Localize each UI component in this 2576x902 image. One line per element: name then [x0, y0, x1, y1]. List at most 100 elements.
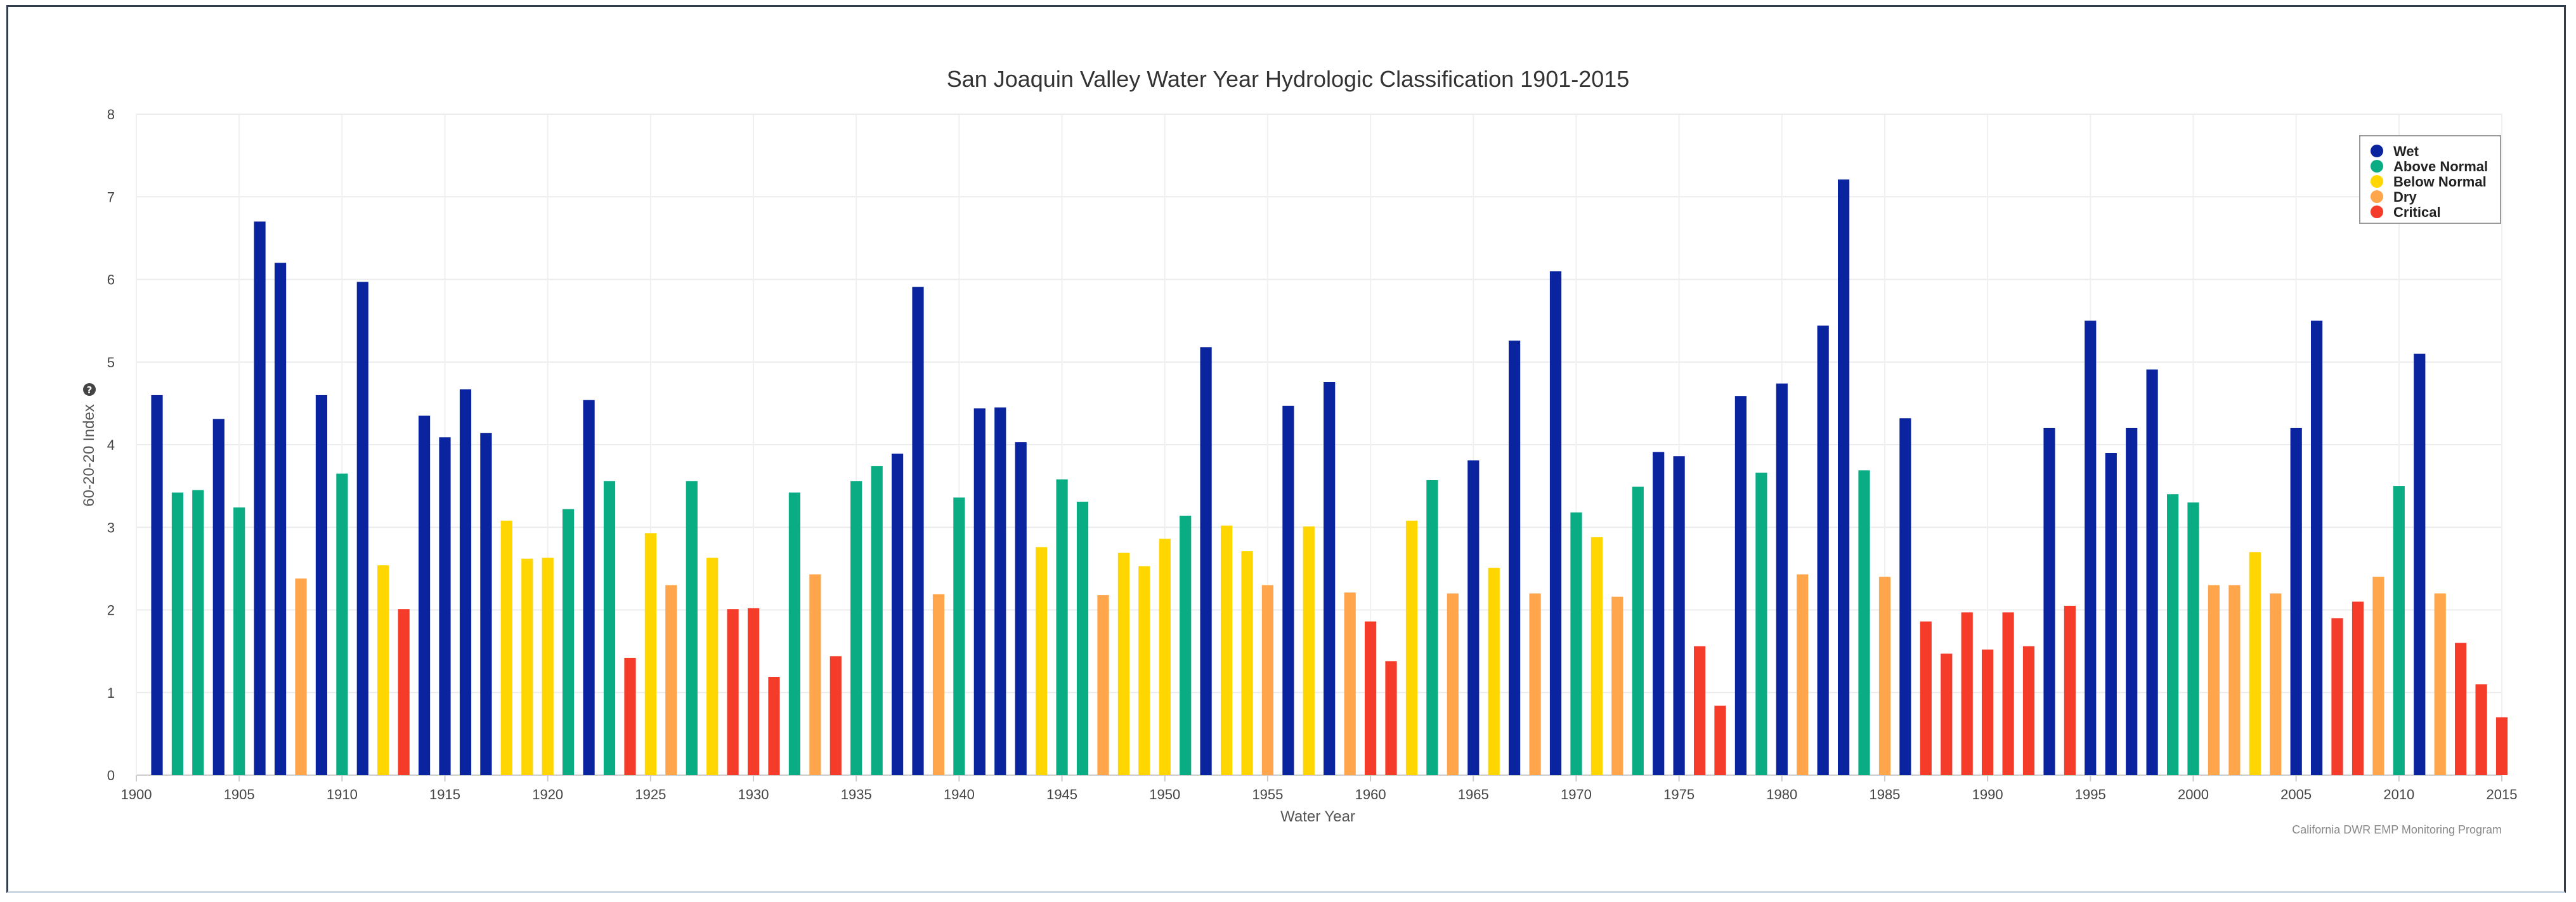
bar-1991[interactable] — [2002, 612, 2014, 775]
legend-item-c[interactable]: Critical — [2393, 204, 2441, 220]
legend-item-d[interactable]: Dry — [2393, 189, 2417, 205]
bar-2015[interactable] — [2495, 717, 2508, 775]
bar-1960[interactable] — [1365, 621, 1377, 775]
bar-1963[interactable] — [1426, 480, 1438, 775]
bar-2004[interactable] — [2270, 593, 2282, 776]
bar-1953[interactable] — [1221, 525, 1233, 775]
legend-item-an[interactable]: Above Normal — [2393, 159, 2488, 174]
bar-1948[interactable] — [1117, 552, 1129, 775]
bar-1946[interactable] — [1076, 501, 1089, 775]
bar-1912[interactable] — [377, 565, 389, 775]
bar-1970[interactable] — [1570, 512, 1582, 775]
bar-1934[interactable] — [829, 656, 842, 775]
bar-1919[interactable] — [521, 558, 533, 775]
bar-1973[interactable] — [1632, 487, 1644, 775]
bar-1978[interactable] — [1734, 396, 1747, 775]
bar-1995[interactable] — [2085, 320, 2097, 776]
bar-1921[interactable] — [563, 509, 575, 775]
bar-1927[interactable] — [686, 481, 698, 775]
bar-1954[interactable] — [1241, 551, 1253, 775]
legend-item-bn[interactable]: Below Normal — [2393, 174, 2487, 190]
bar-1929[interactable] — [727, 609, 739, 775]
bar-1989[interactable] — [1961, 612, 1973, 775]
bar-1931[interactable] — [768, 677, 780, 775]
bar-1999[interactable] — [2167, 494, 2179, 775]
bar-1920[interactable] — [542, 558, 554, 775]
bar-2009[interactable] — [2372, 577, 2384, 775]
bar-1992[interactable] — [2022, 646, 2035, 775]
bar-1915[interactable] — [439, 437, 451, 775]
bar-2000[interactable] — [2187, 502, 2199, 775]
bar-1940[interactable] — [953, 497, 965, 775]
bar-1967[interactable] — [1509, 340, 1521, 775]
bar-1917[interactable] — [480, 433, 492, 775]
bar-1936[interactable] — [871, 466, 883, 775]
bar-1987[interactable] — [1920, 621, 1932, 775]
bar-1958[interactable] — [1324, 382, 1336, 775]
bar-1968[interactable] — [1529, 593, 1541, 776]
bar-1901[interactable] — [151, 395, 163, 775]
bar-1911[interactable] — [356, 282, 368, 775]
bar-1950[interactable] — [1159, 539, 1171, 776]
bar-1903[interactable] — [192, 490, 204, 775]
bar-1932[interactable] — [788, 492, 800, 776]
bar-1914[interactable] — [419, 415, 431, 775]
bar-1988[interactable] — [1941, 653, 1953, 776]
bar-1956[interactable] — [1282, 405, 1294, 775]
bar-1964[interactable] — [1447, 593, 1459, 776]
bar-1938[interactable] — [912, 287, 924, 775]
bar-1980[interactable] — [1776, 383, 1788, 775]
bar-1982[interactable] — [1817, 325, 1829, 775]
bar-2013[interactable] — [2455, 643, 2467, 775]
bar-1966[interactable] — [1488, 568, 1500, 775]
bar-1998[interactable] — [2146, 369, 2158, 776]
bar-2003[interactable] — [2249, 552, 2261, 775]
bar-2001[interactable] — [2208, 585, 2220, 775]
bar-1962[interactable] — [1405, 520, 1418, 775]
bar-1922[interactable] — [583, 400, 595, 775]
bar-1945[interactable] — [1056, 479, 1068, 775]
bar-1930[interactable] — [748, 608, 760, 775]
bar-1913[interactable] — [398, 609, 410, 775]
bar-1952[interactable] — [1200, 347, 1212, 775]
bar-1949[interactable] — [1138, 566, 1150, 776]
bar-1961[interactable] — [1385, 661, 1397, 775]
legend-item-w[interactable]: Wet — [2393, 143, 2419, 159]
bar-1977[interactable] — [1714, 705, 1726, 775]
bar-1974[interactable] — [1653, 452, 1665, 775]
bar-1906[interactable] — [254, 221, 266, 775]
bar-1916[interactable] — [459, 389, 472, 775]
bar-1902[interactable] — [171, 492, 183, 776]
bar-1924[interactable] — [624, 658, 636, 775]
bar-2010[interactable] — [2393, 486, 2405, 775]
bar-2005[interactable] — [2290, 428, 2302, 775]
question-circle-icon[interactable]: ? — [83, 383, 96, 396]
bar-1993[interactable] — [2043, 428, 2055, 775]
bar-1908[interactable] — [295, 578, 307, 775]
bar-1972[interactable] — [1611, 596, 1623, 775]
bar-1905[interactable] — [233, 507, 245, 775]
bar-1928[interactable] — [706, 558, 719, 775]
bar-1969[interactable] — [1549, 271, 1562, 776]
bar-1937[interactable] — [892, 454, 904, 775]
bar-1942[interactable] — [994, 407, 1006, 775]
bar-1983[interactable] — [1838, 179, 1850, 775]
bar-1947[interactable] — [1097, 595, 1109, 775]
bar-1909[interactable] — [315, 395, 327, 775]
bar-1959[interactable] — [1344, 592, 1356, 775]
bar-1996[interactable] — [2105, 453, 2117, 775]
bar-1933[interactable] — [809, 574, 821, 776]
bar-1975[interactable] — [1673, 456, 1685, 775]
bar-1910[interactable] — [336, 473, 348, 775]
bar-2007[interactable] — [2331, 618, 2343, 776]
bar-1907[interactable] — [275, 263, 287, 775]
bar-1941[interactable] — [973, 408, 986, 775]
bar-2002[interactable] — [2228, 585, 2241, 775]
bar-1918[interactable] — [500, 520, 512, 775]
bar-1976[interactable] — [1694, 646, 1706, 775]
bar-1955[interactable] — [1261, 585, 1273, 775]
bar-1943[interactable] — [1015, 442, 1027, 775]
bar-1944[interactable] — [1036, 547, 1048, 776]
bar-1904[interactable] — [212, 419, 224, 775]
bar-1981[interactable] — [1797, 574, 1809, 776]
